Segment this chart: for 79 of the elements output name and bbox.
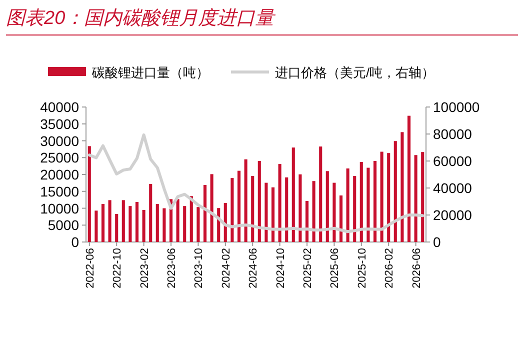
bar (305, 200, 309, 242)
y2-tick-label: 100000 (433, 99, 480, 115)
bar (244, 159, 248, 242)
bar (210, 174, 214, 242)
bar (326, 171, 329, 242)
bar (298, 174, 302, 242)
bar (115, 214, 118, 242)
y-tick-label: 0 (71, 234, 80, 250)
y2-tick-label: 20000 (433, 207, 472, 223)
bar (135, 202, 139, 242)
x-tick-label: 2025-06 (329, 248, 342, 288)
bar (271, 187, 275, 242)
x-tick-label: 2026-06 (410, 248, 423, 288)
bar (176, 199, 180, 242)
x-tick-label: 2025-10 (356, 248, 368, 288)
bar (373, 161, 377, 242)
x-tick-label: 2022-10 (112, 248, 124, 288)
bar (407, 116, 411, 242)
y-tick-label: 10000 (40, 200, 80, 216)
bar (285, 177, 288, 242)
bar (332, 182, 336, 242)
legend-label: 进口价格（美元/吨，右轴） (275, 65, 435, 80)
line-series (88, 133, 424, 234)
bar (380, 152, 384, 242)
x-tick-label: 2023-02 (138, 248, 151, 288)
bar (414, 155, 418, 242)
bar (251, 176, 254, 242)
bar (108, 200, 112, 242)
bar (162, 208, 166, 242)
x-tick-label: 2023-06 (166, 248, 178, 288)
bar (353, 176, 356, 242)
bar (387, 153, 390, 242)
y-tick-label: 15000 (40, 183, 80, 200)
bar (394, 141, 397, 242)
bar (319, 146, 322, 242)
x-tick-label: 2023-10 (193, 248, 206, 288)
bar (278, 164, 282, 242)
bar (142, 210, 146, 242)
bar (339, 195, 343, 242)
bar (346, 168, 350, 242)
x-tick-label: 2024-06 (248, 248, 260, 288)
bar (94, 210, 98, 242)
y-tick-label: 25000 (40, 150, 80, 166)
bar (128, 206, 132, 242)
y-tick-label: 35000 (40, 116, 80, 132)
y-tick-label: 40000 (40, 99, 80, 115)
y-tick-label: 20000 (40, 166, 80, 182)
bar (149, 184, 152, 242)
bar (183, 206, 186, 242)
bar (366, 168, 370, 242)
bar (230, 178, 234, 242)
bar (264, 182, 268, 242)
y2-tick-label: 80000 (433, 126, 472, 142)
bar (312, 181, 316, 242)
legend-label: 碳酸锂进口量（吨） (91, 65, 209, 80)
x-tick-label: 2022-06 (84, 248, 96, 288)
chart-title: 图表20：国内碳酸锂月度进口量 (6, 7, 276, 29)
bar (156, 204, 159, 242)
x-tick-label: 2025-02 (302, 248, 314, 288)
bar (101, 204, 105, 242)
bar (292, 148, 295, 242)
y2-tick-label: 0 (433, 234, 441, 250)
bar (258, 161, 261, 242)
bar (421, 152, 424, 242)
x-tick-label: 2024-02 (220, 248, 232, 288)
y2-tick-label: 40000 (433, 180, 472, 196)
bar (360, 162, 363, 242)
x-tick-label: 2024-10 (274, 248, 287, 288)
y2-tick-label: 60000 (433, 153, 472, 169)
bar (400, 132, 404, 242)
bar (203, 184, 207, 242)
bar (88, 146, 91, 242)
bar (190, 196, 193, 242)
x-tick-label: 2026-02 (384, 248, 396, 288)
y-tick-label: 30000 (40, 132, 80, 149)
y-tick-label: 5000 (48, 217, 80, 234)
bar (237, 170, 241, 242)
bar (122, 200, 125, 242)
bar (196, 207, 200, 242)
